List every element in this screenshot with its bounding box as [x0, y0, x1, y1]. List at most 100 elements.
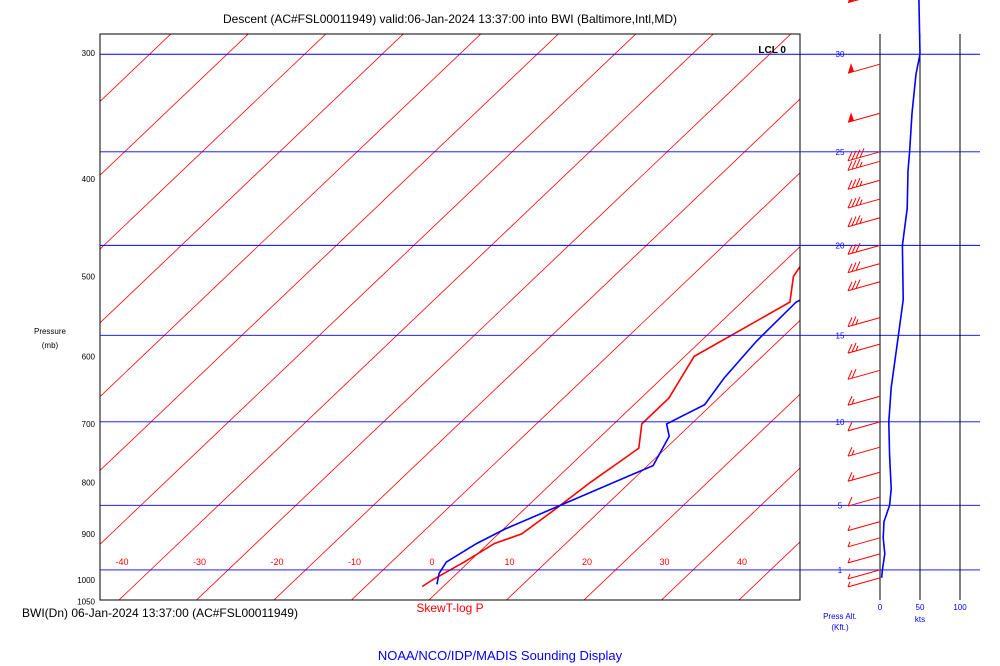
altitude-tick-label: 30: [836, 50, 845, 59]
wind-barb-full: [851, 316, 857, 326]
wind-barb-full: [847, 281, 853, 291]
isotherm-label: -10: [348, 557, 361, 567]
isotherm-line: [100, 34, 637, 545]
wind-barb: [847, 537, 881, 548]
wind-barb-shaft: [847, 446, 881, 457]
wind-barb-half: [855, 345, 859, 352]
isotherm-labels: -40 -30 -20 -10 0 10 20 30 40: [115, 557, 747, 567]
wind-barb-full: [851, 280, 857, 290]
wind-barb: [847, 553, 881, 564]
wind-barb-full: [851, 216, 857, 226]
wind-barb-shaft: [847, 198, 881, 209]
isotherm-line: [100, 34, 327, 250]
wind-barb-full: [851, 262, 857, 272]
lcl-label: LCL 0: [758, 45, 786, 56]
wind-barb: [847, 242, 881, 255]
wind-barb-full: [855, 177, 861, 188]
wind-barb-full: [855, 149, 861, 159]
wind-barb: [847, 112, 881, 123]
isotherm-label: 30: [659, 557, 669, 567]
wind-barb-full: [851, 150, 857, 160]
wind-speed-axis: 0 50 100: [878, 603, 967, 612]
wind-barb-half: [859, 199, 863, 205]
wind-barb: [847, 148, 881, 162]
isotherm-label: 10: [504, 557, 514, 567]
wind-barb-shaft: [847, 553, 881, 564]
wind-barb: [847, 471, 881, 482]
wind-barb-shaft: [847, 395, 881, 406]
wind-barb-flag: [848, 112, 854, 123]
wind-barb-full: [847, 263, 853, 273]
pressure-tick-labels: 20030040050060070080090010001050: [77, 49, 96, 606]
wind-barb-shaft: [847, 263, 881, 274]
wind-barb-full: [847, 317, 853, 327]
isotherm-line: [100, 34, 404, 324]
wind-barb-full: [851, 160, 857, 170]
isotherm-line: [273, 98, 800, 600]
temperature-line: [421, 265, 800, 588]
wind-barb-shaft: [847, 521, 881, 532]
wind-speed-tick-label: 50: [916, 603, 925, 612]
wind-barb-full: [851, 197, 857, 208]
wind-barb-half: [859, 218, 863, 224]
pressure-tick-label: 1000: [77, 576, 95, 585]
wind-barb-shaft: [847, 421, 881, 432]
altitude-tick-label: 10: [836, 418, 845, 427]
altitude-tick-label: 1: [838, 566, 843, 575]
wind-barb-shaft: [847, 179, 881, 190]
wind-barb-shaft: [847, 496, 881, 507]
wind-barb: [847, 496, 881, 507]
wind-barb-full: [847, 421, 853, 432]
wind-barbs: [847, 0, 881, 588]
wind-barb-full: [847, 180, 853, 190]
wind-barb: [847, 0, 860, 4]
pressure-tick-label: 900: [82, 530, 96, 539]
altitude-tick-label: 20: [836, 241, 845, 250]
wind-barb-shaft: [847, 343, 881, 354]
wind-barb-full: [847, 161, 853, 171]
altitude-tick-label: 5: [838, 501, 843, 510]
wind-barb-shaft: [847, 281, 881, 292]
altitude-tick-label: 25: [836, 148, 845, 157]
wind-barb-shaft: [847, 369, 881, 380]
footer-title: NOAA/NCO/IDP/MADIS Sounding Display: [377, 648, 623, 663]
isotherm-label: -20: [270, 557, 283, 567]
wind-barb: [847, 215, 881, 228]
pressure-tick-label: 1050: [77, 597, 95, 606]
isotherm-label: -40: [115, 557, 128, 567]
wind-barb-full: [855, 196, 861, 207]
wind-barb-flag: [848, 63, 854, 74]
isotherm-line: [100, 34, 482, 398]
wind-barb-half: [847, 573, 851, 580]
wind-barb-full: [851, 178, 857, 189]
wind-barb-half: [847, 541, 851, 547]
wind-barb-half: [847, 525, 851, 531]
wind-speed-line: [880, 0, 921, 578]
wind-barb-half: [855, 319, 859, 325]
pressure-tick-label: 400: [82, 175, 96, 184]
wind-barb-shaft: [847, 471, 881, 482]
wind-barb: [847, 569, 881, 580]
wind-barb-half: [851, 449, 855, 456]
pressure-axis-label: Pressure: [34, 327, 67, 336]
wind-barb: [847, 63, 881, 74]
wind-barb: [847, 521, 881, 532]
isotherm-line: [583, 393, 800, 600]
wind-barb-half: [851, 398, 855, 405]
wind-barb: [847, 316, 881, 328]
isotherm-label: 20: [582, 557, 592, 567]
wind-barb: [847, 577, 881, 588]
dewpoint-line: [436, 299, 800, 585]
skewt-plot-frame: [100, 34, 800, 600]
wind-barb-shaft: [847, 244, 881, 255]
wind-barb: [847, 196, 881, 209]
pressure-tick-label: 300: [82, 49, 96, 58]
pressure-tick-label: 700: [82, 420, 96, 429]
wind-barb-shaft: [847, 537, 881, 548]
altitude-tick-label: 15: [836, 331, 845, 340]
wind-barb: [847, 177, 881, 190]
isotherm-line: [195, 34, 792, 600]
wind-barb-full: [847, 370, 853, 380]
wind-speed-tick-label: 0: [878, 603, 883, 612]
wind-barb-full: [855, 158, 861, 169]
